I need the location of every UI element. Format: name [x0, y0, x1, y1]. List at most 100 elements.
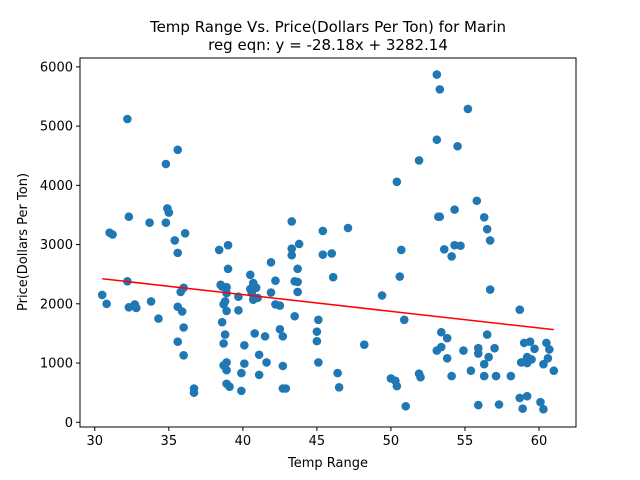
data-point [536, 397, 545, 407]
data-point [543, 353, 553, 363]
plot-frame [79, 57, 577, 428]
data-point [450, 205, 459, 214]
x-tick-label: 55 [457, 434, 474, 449]
data-point [287, 217, 297, 226]
data-point [170, 236, 180, 245]
data-point [447, 371, 456, 381]
data-point [482, 330, 492, 339]
data-point [377, 291, 387, 300]
data-point [436, 327, 446, 337]
data-point [539, 404, 548, 414]
data-point [453, 141, 462, 151]
data-point [287, 244, 297, 254]
data-point [146, 297, 156, 306]
data-point [432, 70, 442, 79]
data-point [327, 249, 337, 258]
data-point [435, 85, 445, 94]
x-axis-label: Temp Range [287, 456, 368, 471]
data-point [466, 366, 476, 376]
data-point [254, 350, 264, 360]
data-point [395, 272, 405, 281]
data-point [494, 400, 504, 409]
data-point [473, 400, 483, 410]
data-point [219, 339, 228, 348]
data-point [245, 270, 255, 280]
y-axis-label: Price(Dollars Per Ton) [16, 173, 31, 311]
data-point [432, 135, 442, 145]
y-tick-label: 3000 [40, 238, 73, 253]
data-point [266, 258, 276, 267]
data-point [222, 365, 231, 375]
data-point [161, 218, 171, 227]
data-point [312, 336, 322, 346]
data-point [262, 358, 271, 367]
data-point [271, 276, 280, 286]
data-point [180, 229, 190, 238]
y-tick-label: 0 [65, 416, 73, 431]
data-point [222, 282, 231, 292]
data-point [275, 301, 285, 310]
data-point [254, 370, 264, 380]
data-point [179, 351, 188, 360]
data-point [485, 236, 495, 245]
data-point [473, 349, 483, 358]
data-point [456, 241, 465, 251]
data-point [293, 287, 302, 297]
data-point [328, 272, 338, 282]
y-tick-label: 5000 [40, 120, 73, 135]
data-point [102, 299, 111, 309]
data-point [479, 371, 489, 381]
data-point [527, 355, 536, 364]
data-point [234, 306, 243, 315]
data-point [542, 338, 551, 348]
data-point [173, 337, 183, 347]
data-point [108, 230, 117, 239]
data-point [515, 393, 525, 403]
data-point [442, 333, 452, 343]
data-point [290, 311, 299, 321]
data-point [240, 340, 249, 350]
data-point [278, 332, 288, 341]
data-point [217, 317, 227, 327]
data-point [333, 368, 342, 378]
data-point [318, 226, 328, 236]
data-point [506, 371, 516, 381]
data-point [392, 177, 402, 187]
data-point [463, 104, 473, 114]
data-point [399, 315, 409, 325]
data-point [491, 371, 501, 381]
data-point [179, 323, 188, 332]
data-point [485, 285, 495, 294]
data-point [260, 332, 270, 341]
data-point [484, 352, 493, 362]
data-point [416, 372, 425, 382]
y-tick-label: 1000 [40, 357, 73, 372]
data-point [189, 388, 199, 397]
data-point [539, 359, 548, 369]
data-point [318, 250, 328, 259]
data-point [515, 305, 525, 315]
plot-area: 30 35 40 45 50 55 60 0 1000 2000 3000 4000 5000 6000 [40, 57, 577, 449]
data-point [145, 218, 154, 227]
data-point [240, 359, 249, 368]
data-point [482, 224, 492, 234]
data-point [545, 345, 554, 354]
data-point [293, 264, 302, 274]
data-point [164, 208, 174, 217]
x-tick-label: 60 [531, 434, 548, 449]
data-point [123, 114, 132, 124]
data-point [525, 337, 535, 347]
data-point [275, 324, 285, 334]
data-point [479, 359, 489, 369]
data-point [530, 344, 539, 354]
data-point [223, 264, 233, 274]
x-tick-label: 50 [383, 434, 400, 449]
data-point [439, 245, 449, 254]
data-point [173, 145, 183, 155]
data-point [314, 315, 323, 325]
data-point [392, 381, 402, 391]
data-point [222, 358, 231, 367]
data-point [173, 248, 183, 258]
